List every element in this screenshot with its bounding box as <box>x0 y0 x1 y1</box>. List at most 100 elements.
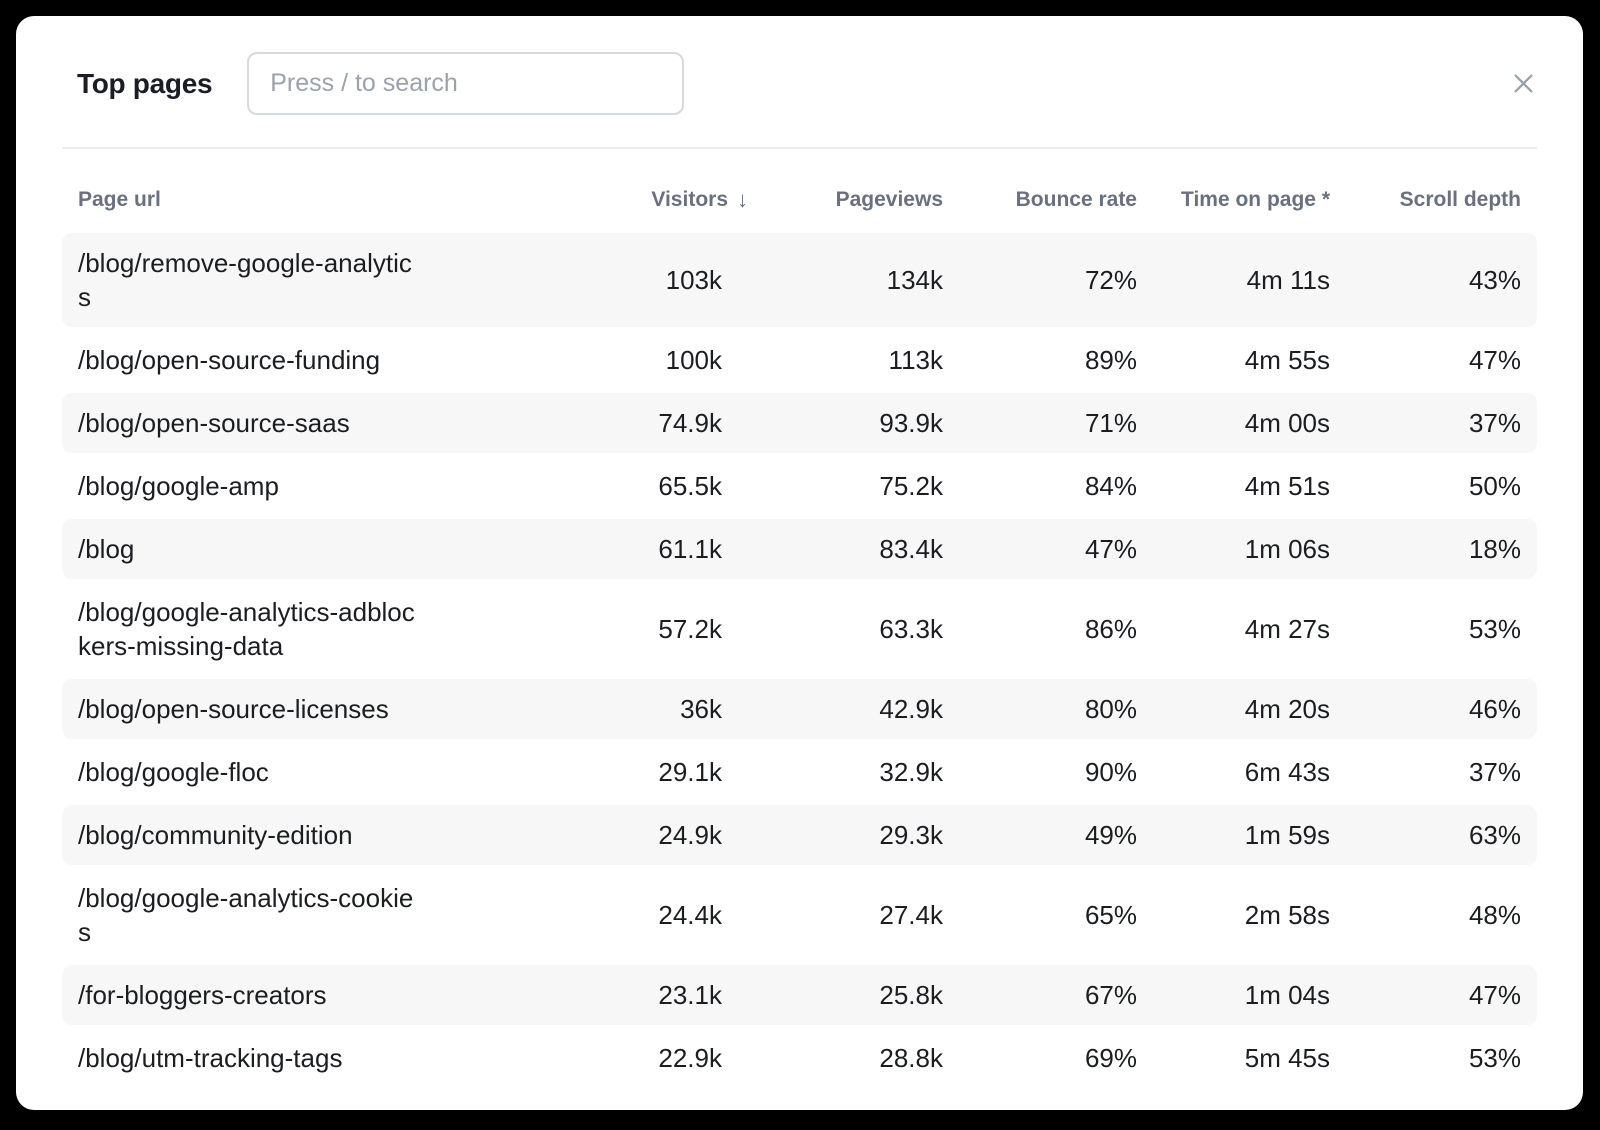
scroll-depth-cell: 48% <box>1468 900 1521 930</box>
page-url-cell[interactable]: /blog/community-edition <box>78 820 353 850</box>
visitors-cell: 74.9k <box>658 408 722 438</box>
time-on-page-cell: 1m 04s <box>1244 980 1330 1010</box>
table-row: /blog/google-analytics-cookies 24.4k 27.4k… <box>62 868 1537 962</box>
scroll-depth-cell: 47% <box>1468 345 1521 375</box>
bounce-rate-cell: 86% <box>1084 614 1137 644</box>
close-button[interactable] <box>1507 67 1540 100</box>
pageviews-cell: 134k <box>886 265 943 295</box>
pageviews-cell: 29.3k <box>879 820 943 850</box>
time-on-page-cell: 1m 59s <box>1244 820 1330 850</box>
visitors-cell: 36k <box>680 694 722 724</box>
table-row: /blog/utm-tracking-tags 22.9k 28.8k 69% 5m 4… <box>62 1028 1537 1088</box>
time-on-page-cell: 4m 11s <box>1246 265 1330 295</box>
pageviews-cell: 93.9k <box>879 408 943 438</box>
page-url-cell[interactable]: /blog/google-analytics-adblockers-missin… <box>78 597 415 661</box>
scroll-depth-cell: 50% <box>1468 471 1521 501</box>
visitors-cell: 24.9k <box>658 820 722 850</box>
visitors-cell: 103k <box>665 265 722 295</box>
time-on-page-cell: 4m 55s <box>1244 345 1330 375</box>
pageviews-cell: 28.8k <box>879 1043 943 1073</box>
table-row: /blog/google-floc 29.1k 32.9k 90% 6m 43s 37% <box>62 742 1537 802</box>
table-row: /for-bloggers-creators 23.1k 25.8k 67% 1m 04… <box>62 965 1537 1025</box>
table-row: /blog/remove-google-analytics 103k 134k 72%… <box>62 233 1537 327</box>
pageviews-cell: 42.9k <box>879 694 943 724</box>
table-body: /blog/remove-google-analytics 103k 134k 72%… <box>62 233 1537 1088</box>
table-row: /blog/google-amp 65.5k 75.2k 84% 4m 51s 50% <box>62 456 1537 516</box>
table-row: /blog/google-analytics-adblockers-missin… <box>62 582 1537 676</box>
column-header-time-on-page[interactable]: Time on page * <box>1181 188 1330 211</box>
sort-descending-icon: ↓ <box>737 187 748 212</box>
table-row: /blog/community-edition 24.9k 29.3k 49% 1m 5… <box>62 805 1537 865</box>
page-url-cell[interactable]: /blog/google-floc <box>78 757 269 787</box>
pageviews-cell: 75.2k <box>879 471 943 501</box>
page-title: Top pages <box>77 67 213 99</box>
visitors-cell: 100k <box>665 345 722 375</box>
time-on-page-cell: 5m 45s <box>1244 1043 1330 1073</box>
scroll-depth-cell: 53% <box>1468 1043 1521 1073</box>
pageviews-cell: 25.8k <box>879 980 943 1010</box>
table-row: /blog/open-source-saas 74.9k 93.9k 71% 4m 00… <box>62 393 1537 453</box>
page-url-cell[interactable]: /blog/remove-google-analytics <box>78 248 412 312</box>
modal-header: Top pages <box>62 52 1537 115</box>
scroll-depth-cell: 47% <box>1468 980 1521 1010</box>
table-row: /blog/open-source-licenses 36k 42.9k 80% 4m … <box>62 679 1537 739</box>
scroll-depth-cell: 53% <box>1468 614 1521 644</box>
time-on-page-cell: 2m 58s <box>1244 900 1330 930</box>
visitors-cell: 29.1k <box>658 757 722 787</box>
column-header-scroll-depth[interactable]: Scroll depth <box>1399 188 1521 211</box>
scroll-depth-cell: 37% <box>1468 408 1521 438</box>
page-url-cell[interactable]: /blog/google-analytics-cookies <box>78 883 414 947</box>
bounce-rate-cell: 67% <box>1084 980 1137 1010</box>
scroll-depth-cell: 63% <box>1468 820 1521 850</box>
pageviews-cell: 113k <box>888 345 943 375</box>
pageviews-cell: 32.9k <box>879 757 943 787</box>
pageviews-cell: 63.3k <box>879 614 943 644</box>
column-header-page-url: Page url <box>78 188 161 211</box>
bounce-rate-cell: 47% <box>1084 534 1137 564</box>
table-header-row: Page url Visitors ↓ Pageviews Bounce rat… <box>62 187 1537 213</box>
page-url-cell[interactable]: /blog/open-source-funding <box>78 345 381 375</box>
page-url-cell[interactable]: /blog/open-source-licenses <box>78 694 389 724</box>
visitors-cell: 23.1k <box>658 980 722 1010</box>
page-url-cell[interactable]: /blog/utm-tracking-tags <box>78 1043 343 1073</box>
pageviews-cell: 83.4k <box>879 534 943 564</box>
page-url-cell[interactable]: /blog/google-amp <box>78 471 279 501</box>
page-url-cell[interactable]: /blog <box>78 534 135 564</box>
bounce-rate-cell: 71% <box>1084 408 1137 438</box>
bounce-rate-cell: 80% <box>1084 694 1137 724</box>
bounce-rate-cell: 89% <box>1084 345 1137 375</box>
page-url-cell[interactable]: /blog/open-source-saas <box>78 408 350 438</box>
time-on-page-cell: 4m 51s <box>1244 471 1330 501</box>
bounce-rate-cell: 84% <box>1084 471 1137 501</box>
bounce-rate-cell: 69% <box>1084 1043 1137 1073</box>
close-icon <box>1510 70 1537 97</box>
column-header-bounce-rate[interactable]: Bounce rate <box>1015 188 1137 211</box>
visitors-cell: 24.4k <box>658 900 722 930</box>
time-on-page-cell: 6m 43s <box>1244 757 1330 787</box>
bounce-rate-cell: 90% <box>1084 757 1137 787</box>
scroll-depth-cell: 37% <box>1468 757 1521 787</box>
table-row: /blog/open-source-funding 100k 113k 89% 4m 5… <box>62 330 1537 390</box>
table-row: /blog 61.1k 83.4k 47% 1m 06s 18% <box>62 519 1537 579</box>
bounce-rate-cell: 65% <box>1084 900 1137 930</box>
visitors-cell: 61.1k <box>658 534 722 564</box>
bounce-rate-cell: 49% <box>1084 820 1137 850</box>
column-header-visitors-label: Visitors <box>651 188 728 211</box>
time-on-page-cell: 4m 20s <box>1244 694 1330 724</box>
time-on-page-cell: 4m 00s <box>1244 408 1330 438</box>
scroll-depth-cell: 46% <box>1468 694 1521 724</box>
page-url-cell[interactable]: /for-bloggers-creators <box>78 980 327 1010</box>
visitors-cell: 65.5k <box>658 471 722 501</box>
time-on-page-cell: 4m 27s <box>1244 614 1330 644</box>
header-divider <box>62 147 1537 149</box>
time-on-page-cell: 1m 06s <box>1244 534 1330 564</box>
top-pages-modal: Top pages Page url Visitors ↓ Pageviews … <box>16 16 1583 1110</box>
bounce-rate-cell: 72% <box>1084 265 1137 295</box>
visitors-cell: 57.2k <box>658 614 722 644</box>
search-input[interactable] <box>247 52 685 115</box>
scroll-depth-cell: 18% <box>1468 534 1521 564</box>
column-header-pageviews[interactable]: Pageviews <box>835 188 943 211</box>
pageviews-cell: 27.4k <box>879 900 943 930</box>
column-header-visitors[interactable]: Visitors ↓ <box>420 187 748 213</box>
scroll-depth-cell: 43% <box>1468 265 1521 295</box>
